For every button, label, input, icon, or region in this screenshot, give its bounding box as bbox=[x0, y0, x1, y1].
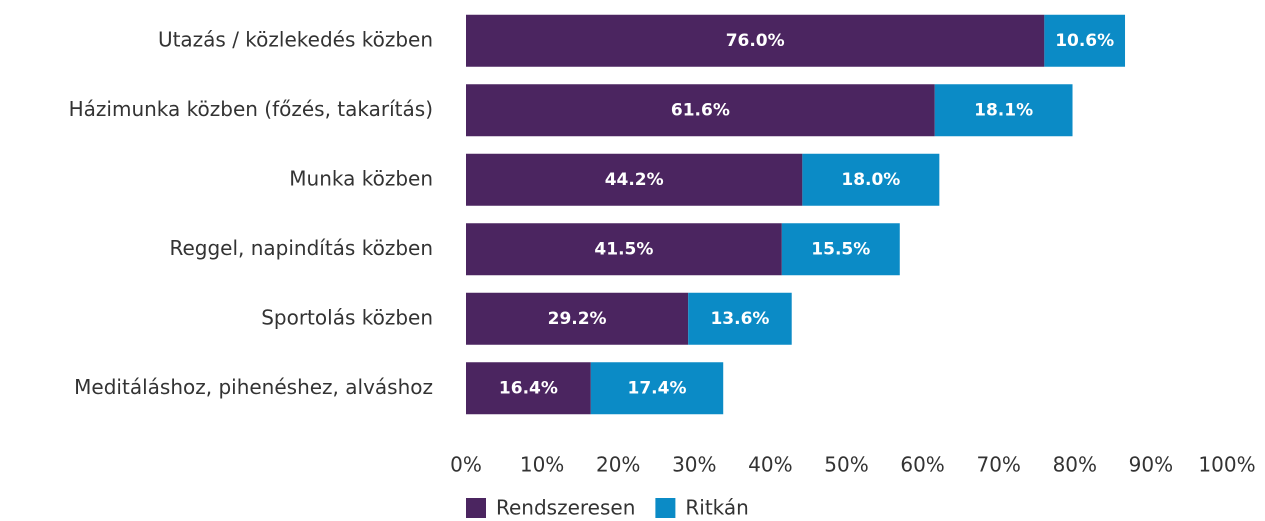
x-tick-label: 0% bbox=[450, 453, 482, 477]
value-label: 17.4% bbox=[628, 378, 687, 398]
bar-segment bbox=[802, 153, 940, 206]
bar-segment bbox=[466, 14, 1045, 67]
bar-segment bbox=[781, 223, 900, 276]
legend-swatch bbox=[466, 498, 486, 518]
x-tick-label: 50% bbox=[824, 453, 868, 477]
value-label: 44.2% bbox=[605, 170, 664, 190]
value-label: 76.0% bbox=[726, 31, 785, 51]
category-label: Utazás / közlekedés közben bbox=[158, 27, 433, 51]
category-label: Házimunka közben (főzés, takarítás) bbox=[69, 97, 433, 121]
value-label: 18.1% bbox=[974, 100, 1033, 120]
x-tick-label: 60% bbox=[900, 453, 944, 477]
x-tick-label: 100% bbox=[1198, 453, 1255, 477]
x-tick-label: 70% bbox=[976, 453, 1020, 477]
category-label: Reggel, napindítás közben bbox=[169, 236, 433, 260]
bar-segment bbox=[466, 292, 689, 345]
x-tick-label: 40% bbox=[748, 453, 792, 477]
x-tick-label: 80% bbox=[1053, 453, 1097, 477]
legend-swatch bbox=[655, 498, 676, 518]
value-label: 18.0% bbox=[841, 170, 900, 190]
bar-segment bbox=[466, 84, 935, 137]
x-tick-label: 30% bbox=[672, 453, 716, 477]
bar-segment bbox=[688, 292, 792, 345]
value-label: 10.6% bbox=[1055, 31, 1114, 51]
bar-segment bbox=[466, 223, 782, 276]
value-label: 29.2% bbox=[548, 309, 607, 329]
legend-label: Rendszeresen bbox=[496, 496, 635, 520]
legend-label: Ritkán bbox=[685, 496, 748, 520]
bar-segment bbox=[934, 84, 1073, 137]
bar-segment bbox=[466, 153, 803, 206]
bar-segment bbox=[466, 362, 591, 415]
x-tick-label: 20% bbox=[596, 453, 640, 477]
bar-segment bbox=[1044, 14, 1126, 67]
value-label: 15.5% bbox=[811, 239, 870, 259]
bar-segment bbox=[590, 362, 724, 415]
value-label: 41.5% bbox=[594, 239, 653, 259]
value-label: 16.4% bbox=[499, 378, 558, 398]
value-label: 13.6% bbox=[710, 309, 769, 329]
category-label: Munka közben bbox=[289, 166, 433, 190]
category-label: Sportolás közben bbox=[261, 305, 433, 329]
x-tick-label: 90% bbox=[1129, 453, 1173, 477]
category-label: Meditáláshoz, pihenéshez, alváshoz bbox=[74, 375, 433, 399]
x-tick-label: 10% bbox=[520, 453, 564, 477]
value-label: 61.6% bbox=[671, 100, 730, 120]
